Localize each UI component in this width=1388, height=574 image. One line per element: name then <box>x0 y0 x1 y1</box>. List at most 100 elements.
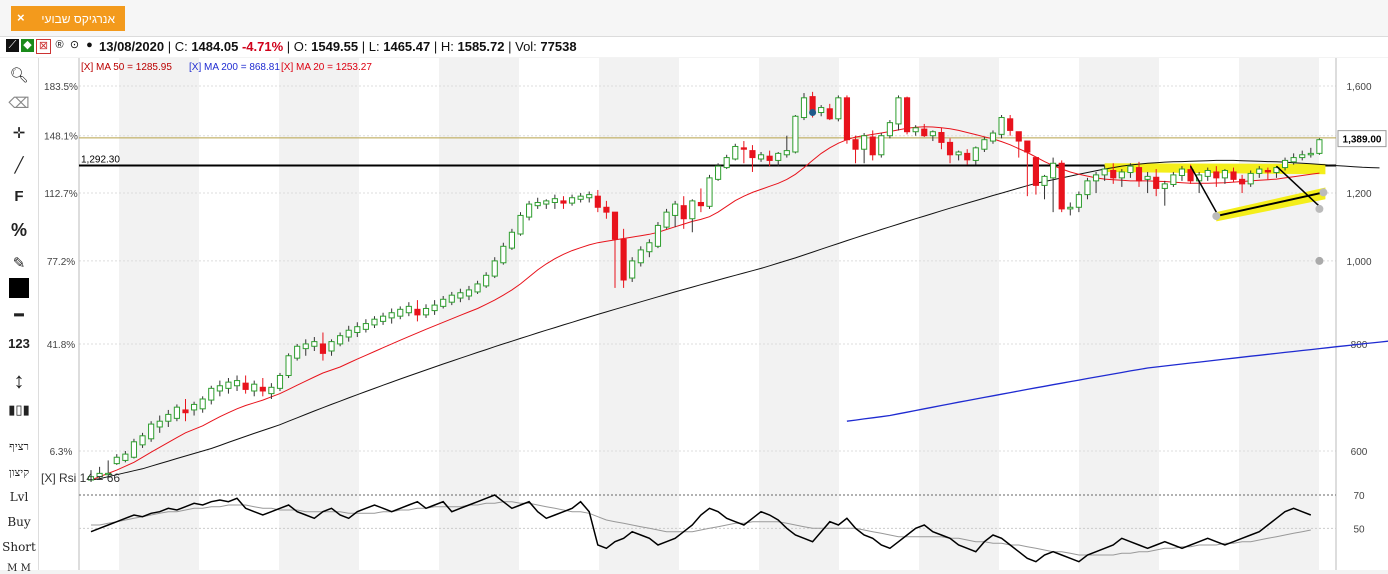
ma20-legend[interactable]: [X] MA 20 = 1253.27 <box>281 62 372 73</box>
band-stripe <box>279 58 359 570</box>
extreme-button[interactable]: קיצון <box>8 466 30 479</box>
candle-body <box>1153 176 1160 189</box>
pct-tick-label: 77.2% <box>47 257 75 268</box>
candle-body <box>706 177 713 207</box>
candle-body <box>87 476 95 481</box>
support-label: 1,292.30 <box>81 154 120 165</box>
candle-body <box>534 201 541 207</box>
candle-body <box>818 107 825 114</box>
registered-icon[interactable]: ® <box>55 39 64 51</box>
excel-icon[interactable]: ⊠ <box>36 39 51 54</box>
candle-body <box>199 398 206 410</box>
draw-icon[interactable]: ⟋ <box>6 39 19 52</box>
edit-icon[interactable]: ✎ <box>12 255 26 272</box>
short-button[interactable]: Short <box>2 540 36 554</box>
candle-body <box>843 97 851 141</box>
candle-body <box>861 135 868 150</box>
candle-body <box>1161 183 1168 189</box>
candle-body <box>594 195 601 208</box>
color-swatch-icon[interactable] <box>0 278 38 302</box>
tab-chart[interactable]: × אנרגיקס שבועי <box>11 6 125 31</box>
candle-body <box>568 197 576 204</box>
candle-body <box>311 341 318 347</box>
quote-change: -4.71% <box>241 39 284 54</box>
candle-body <box>122 453 129 461</box>
candle-body <box>611 211 619 240</box>
candle-body <box>526 203 533 218</box>
candle-body <box>1015 131 1022 142</box>
vol-label: Vol: <box>515 39 537 54</box>
tab-label: אנרגיקס שבועי <box>41 11 115 26</box>
candle-body <box>148 423 155 440</box>
candle-body <box>173 406 180 419</box>
pct-tick-label: 183.5% <box>44 82 78 93</box>
candle-body <box>1075 194 1082 208</box>
tab-close-icon[interactable]: × <box>17 10 25 25</box>
fibonacci-button[interactable]: F <box>14 188 24 205</box>
candle-body <box>732 145 739 160</box>
line-width-icon[interactable]: ━ <box>14 307 24 324</box>
candle-body <box>379 315 387 322</box>
zoom-icon[interactable]: 🔍︎ <box>9 67 29 84</box>
candle-body <box>964 152 971 161</box>
candle-body <box>328 341 335 352</box>
chat-icon[interactable]: ● <box>86 39 93 51</box>
color-icon[interactable]: ◆ <box>21 39 34 52</box>
candle-body <box>319 343 327 354</box>
candle-body <box>251 383 258 392</box>
quote-line: 13/08/2020 | C: 1484.05 -4.71% | O: 1549… <box>99 39 577 54</box>
band-stripe <box>759 58 839 570</box>
continuous-button[interactable]: רציף <box>9 440 29 453</box>
y-tick-label: 1,600 <box>1346 82 1371 93</box>
candle-body <box>886 122 893 137</box>
buy-button[interactable]: Buy <box>7 515 31 529</box>
band-stripe <box>1239 58 1319 570</box>
rsi-legend[interactable]: [X] Rsi 14 = 66 <box>41 471 120 485</box>
candle-body <box>1007 118 1014 131</box>
ma50-legend[interactable]: [X] MA 50 = 1285.95 <box>81 62 172 73</box>
candle-body <box>191 403 198 411</box>
rsi-tick-label: 50 <box>1353 524 1365 535</box>
candle-body <box>1118 171 1125 179</box>
vertical-line-icon[interactable]: ↕ <box>13 368 25 393</box>
candle-body <box>766 155 773 161</box>
rsi-panel: 70 50 <box>79 491 1365 563</box>
candle-body <box>457 292 464 299</box>
candle-body <box>354 326 361 333</box>
candle-body <box>483 274 490 287</box>
ma200-legend[interactable]: [X] MA 200 = 868.81 <box>189 62 280 73</box>
quote-close: 1484.05 <box>191 39 239 54</box>
candle-body <box>1084 180 1091 196</box>
chart-type-icons: ⟋ ◆ ⊠ ® ⊙ ● <box>6 39 96 54</box>
candle-body <box>955 151 962 156</box>
candle-body <box>1221 169 1228 179</box>
candle-body <box>285 355 292 376</box>
candle-body <box>1144 175 1151 180</box>
candle-body <box>740 147 747 150</box>
crosshair-icon[interactable]: ✛ <box>12 125 26 142</box>
band-stripe <box>1079 58 1159 570</box>
candles-icon[interactable]: ▮▯▮ <box>8 402 30 417</box>
candle-body <box>972 147 979 161</box>
settings-icon[interactable]: ⊙ <box>69 39 80 51</box>
candle-body <box>603 206 610 213</box>
percent-button[interactable]: % <box>10 220 27 240</box>
candle-body <box>938 132 945 143</box>
candle-body <box>1307 152 1314 156</box>
lvl-button[interactable]: Lvl <box>9 490 29 504</box>
eraser-icon[interactable]: ⌫ <box>8 95 30 112</box>
numbers-button[interactable]: 123 <box>8 336 30 351</box>
candle-body <box>1256 168 1263 174</box>
low-label: L: <box>368 39 380 54</box>
candle-body <box>345 329 352 338</box>
candle-body <box>440 298 447 307</box>
anchor-dot <box>1212 212 1221 221</box>
candle-body <box>826 108 833 120</box>
candle-body <box>294 345 301 359</box>
candle-body <box>783 150 790 156</box>
price-chart[interactable]: 1,600183.5%1,400148.1%1,200112.7%1,00077… <box>39 58 1388 570</box>
y-tick-label: 600 <box>1351 447 1368 458</box>
high-label: H: <box>440 39 454 54</box>
mm-button[interactable]: M M <box>7 563 31 574</box>
line-tool-icon[interactable]: ╱ <box>14 157 24 174</box>
